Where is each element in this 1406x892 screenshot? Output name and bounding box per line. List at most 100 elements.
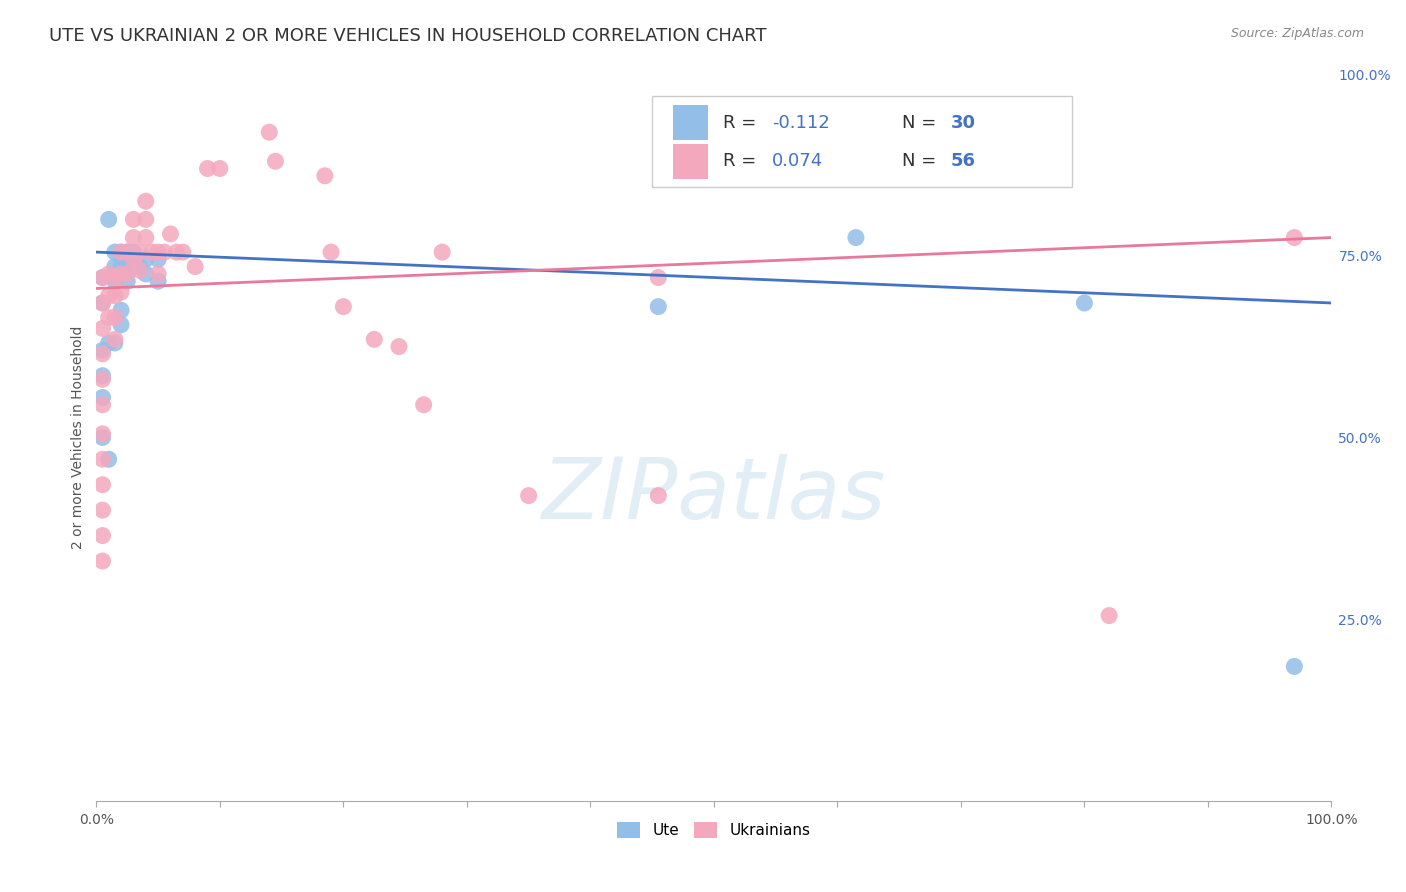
Point xyxy=(91,426,114,441)
Point xyxy=(122,230,145,244)
Point xyxy=(146,274,169,288)
Text: 30: 30 xyxy=(950,113,976,132)
Point xyxy=(128,260,150,274)
Point xyxy=(135,267,157,281)
FancyBboxPatch shape xyxy=(673,144,707,178)
Point xyxy=(110,245,132,260)
Point xyxy=(128,263,150,277)
Text: 56: 56 xyxy=(950,153,976,170)
Point xyxy=(104,335,127,350)
Point xyxy=(647,270,669,285)
FancyBboxPatch shape xyxy=(652,95,1071,186)
Point xyxy=(115,267,138,281)
Point xyxy=(91,270,114,285)
Point xyxy=(104,289,127,303)
Point xyxy=(115,274,138,288)
Point xyxy=(97,289,120,303)
Point xyxy=(97,212,120,227)
Point xyxy=(647,489,669,503)
Point xyxy=(110,318,132,332)
Point xyxy=(104,270,127,285)
Point xyxy=(91,398,114,412)
Point xyxy=(97,452,120,467)
Point xyxy=(110,303,132,318)
Text: 0.074: 0.074 xyxy=(772,153,823,170)
Point xyxy=(110,267,132,281)
Point xyxy=(363,332,385,346)
Point xyxy=(208,161,231,176)
Point xyxy=(104,245,127,260)
Point xyxy=(135,212,157,227)
Point xyxy=(91,554,114,568)
Point xyxy=(104,274,127,288)
Text: N =: N = xyxy=(901,113,942,132)
Point xyxy=(122,245,145,260)
Legend: Ute, Ukrainians: Ute, Ukrainians xyxy=(612,816,817,844)
Point xyxy=(141,245,163,260)
Point xyxy=(845,230,868,244)
Point xyxy=(91,477,114,491)
Point xyxy=(91,270,114,285)
Point xyxy=(647,300,669,314)
Point xyxy=(91,347,114,361)
Point xyxy=(115,245,138,260)
Point xyxy=(104,260,127,274)
Text: ZIPatlas: ZIPatlas xyxy=(541,454,886,537)
Point xyxy=(91,503,114,517)
Point xyxy=(110,245,132,260)
Text: R =: R = xyxy=(723,153,762,170)
Point xyxy=(388,340,411,354)
Point xyxy=(197,161,219,176)
Text: R =: R = xyxy=(723,113,762,132)
Point xyxy=(314,169,336,183)
Point xyxy=(172,245,194,260)
Point xyxy=(166,245,188,260)
Point xyxy=(91,296,114,310)
Point xyxy=(122,252,145,267)
Point xyxy=(332,300,354,314)
Point xyxy=(91,343,114,358)
Point xyxy=(91,452,114,467)
Point xyxy=(259,125,281,139)
Point xyxy=(1073,296,1095,310)
Point xyxy=(135,230,157,244)
Point xyxy=(1098,608,1121,623)
Point xyxy=(91,528,114,542)
Point xyxy=(264,154,287,169)
Text: N =: N = xyxy=(901,153,942,170)
Point xyxy=(146,267,169,281)
Text: Source: ZipAtlas.com: Source: ZipAtlas.com xyxy=(1230,27,1364,40)
Point xyxy=(153,245,176,260)
Point xyxy=(1284,230,1306,244)
Point xyxy=(146,252,169,267)
Point xyxy=(91,372,114,386)
Point xyxy=(115,245,138,260)
Text: -0.112: -0.112 xyxy=(772,113,830,132)
Point xyxy=(412,398,434,412)
Point xyxy=(97,310,120,325)
Point xyxy=(184,260,207,274)
Point xyxy=(110,260,132,274)
Point xyxy=(97,335,120,350)
Point xyxy=(91,391,114,405)
Point xyxy=(135,194,157,209)
Point xyxy=(115,260,138,274)
Point xyxy=(128,245,150,260)
Point xyxy=(122,260,145,274)
FancyBboxPatch shape xyxy=(673,105,707,140)
Point xyxy=(1284,659,1306,673)
Point xyxy=(135,252,157,267)
Point xyxy=(319,245,342,260)
Text: UTE VS UKRAINIAN 2 OR MORE VEHICLES IN HOUSEHOLD CORRELATION CHART: UTE VS UKRAINIAN 2 OR MORE VEHICLES IN H… xyxy=(49,27,766,45)
Point xyxy=(91,321,114,335)
Point xyxy=(430,245,453,260)
Y-axis label: 2 or more Vehicles in Household: 2 or more Vehicles in Household xyxy=(72,326,86,549)
Point xyxy=(97,267,120,281)
Point xyxy=(110,285,132,299)
Point xyxy=(91,430,114,444)
Point xyxy=(104,332,127,346)
Point xyxy=(91,296,114,310)
Point xyxy=(146,245,169,260)
Point xyxy=(104,310,127,325)
Point xyxy=(517,489,540,503)
